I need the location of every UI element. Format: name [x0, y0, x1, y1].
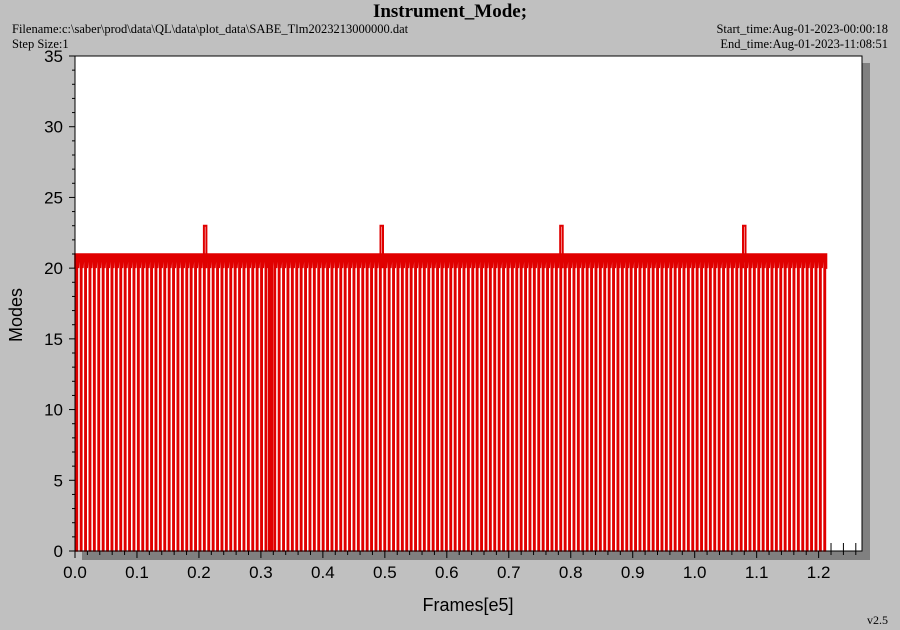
x-tick-label-9: 0.9 — [621, 563, 645, 582]
y-tick-label-4: 20 — [44, 259, 63, 278]
x-tick-label-2: 0.2 — [187, 563, 211, 582]
y-tick-label-7: 35 — [44, 47, 63, 66]
filename-label: Filename:c:\saber\prod\data\QL\data\plot… — [12, 22, 409, 36]
x-tick-label-3: 0.3 — [249, 563, 273, 582]
series-line — [74, 253, 828, 552]
y-tick-label-6: 30 — [44, 118, 63, 137]
chart-title: Instrument_Mode; — [372, 1, 528, 22]
y-tick-label-2: 10 — [44, 401, 63, 420]
x-tick-label-12: 1.2 — [807, 563, 831, 582]
spike-point-3 — [742, 224, 747, 269]
spike-point-2 — [559, 224, 564, 269]
x-tick-label-0: 0.0 — [63, 563, 87, 582]
x-tick-label-4: 0.4 — [311, 563, 335, 582]
spike-point-1 — [379, 224, 384, 269]
series-layer — [74, 224, 828, 552]
step-size-label: Step Size:1 — [12, 37, 69, 51]
spike-point-0 — [202, 224, 208, 269]
x-tick-label-7: 0.7 — [497, 563, 521, 582]
y-tick-label-1: 5 — [54, 471, 63, 490]
x-tick-label-1: 0.1 — [125, 563, 149, 582]
x-axis-title: Frames[e5] — [422, 595, 513, 615]
end-time-label: End_time:Aug-01-2023-11:08:51 — [720, 37, 888, 51]
x-tick-label-5: 0.5 — [373, 563, 397, 582]
x-tick-label-8: 0.8 — [559, 563, 583, 582]
x-tick-label-11: 1.1 — [745, 563, 769, 582]
y-tick-label-5: 25 — [44, 188, 63, 207]
y-tick-label-3: 15 — [44, 330, 63, 349]
y-axis-title: Modes — [6, 288, 26, 342]
version-label: v2.5 — [867, 613, 888, 627]
axes-layer: 0 5 10 15 20 25 30 35 0.0 0.1 0.2 0.3 0.4 0.5 0.6 0.7 0.… — [44, 47, 862, 582]
x-tick-label-6: 0.6 — [435, 563, 459, 582]
y-tick-label-0: 0 — [54, 542, 63, 561]
start-time-label: Start_time:Aug-01-2023-00:00:18 — [716, 22, 888, 36]
x-tick-label-10: 1.0 — [683, 563, 707, 582]
